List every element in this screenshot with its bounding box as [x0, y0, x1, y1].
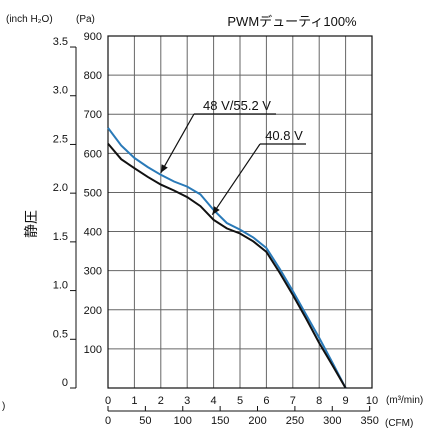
x-tick-m3min: 4 — [211, 395, 217, 407]
y-tick-pa: 400 — [84, 227, 102, 239]
callout-arrowhead-0 — [160, 164, 168, 173]
x-axis-m3-unit: (m³/min) — [386, 395, 423, 406]
x-axis-cfm-unit: (CFM) — [385, 418, 413, 429]
chart-title: PWMデューティ100% — [227, 14, 357, 29]
inch-axis — [70, 46, 77, 389]
y-axis-pa-unit: (Pa) — [76, 14, 95, 25]
y-tick-inch: 3.0 — [53, 85, 68, 97]
y-tick-inch: 1.0 — [53, 280, 68, 292]
x-tick-cfm: 50 — [139, 415, 151, 427]
x-tick-cfm: 150 — [211, 415, 229, 427]
series-line-0 — [107, 127, 347, 389]
x-tick-m3min: 6 — [263, 395, 269, 407]
y-tick-inch: 0 — [62, 377, 68, 389]
x-tick-m3min: 1 — [131, 395, 137, 407]
plot-frame — [107, 35, 373, 389]
y-tick-pa: 200 — [84, 305, 102, 317]
series-label-0: 48 V/55.2 V — [203, 98, 271, 113]
series-label-1: 40.8 V — [265, 128, 303, 143]
y-tick-pa: 800 — [84, 70, 102, 82]
callout-leader-0 — [160, 113, 195, 174]
x-tick-m3min: 5 — [237, 395, 243, 407]
x-tick-cfm: 300 — [323, 415, 341, 427]
x-tick-cfm: 100 — [174, 415, 192, 427]
y-tick-pa: 100 — [84, 344, 102, 356]
x-tick-m3min: 0 — [105, 395, 111, 407]
y-tick-inch: 0.5 — [53, 328, 68, 340]
tick-labels: 10020030040050060070080090000.51.01.52.0… — [53, 31, 379, 427]
x-tick-cfm: 200 — [248, 415, 266, 427]
y-axis-label: 静圧 — [23, 210, 39, 238]
y-tick-pa: 900 — [84, 31, 102, 43]
y-tick-pa: 700 — [84, 109, 102, 121]
callout-arrowhead-1 — [212, 206, 220, 215]
series-lines — [107, 127, 347, 389]
x-tick-m3min: 3 — [184, 395, 190, 407]
y-tick-inch: 2.0 — [53, 182, 68, 194]
y-tick-pa: 600 — [84, 148, 102, 160]
x-tick-m3min: 9 — [343, 395, 349, 407]
x-tick-m3min: 8 — [316, 395, 322, 407]
grid — [108, 36, 372, 388]
x-tick-cfm: 350 — [360, 415, 378, 427]
x-tick-m3min: 7 — [290, 395, 296, 407]
series-line-1 — [107, 142, 347, 389]
stray-paren: ) — [2, 401, 5, 412]
y-tick-inch: 1.5 — [53, 231, 68, 243]
series-callouts: 48 V/55.2 V 40.8 V — [160, 98, 306, 216]
x-tick-m3min: 2 — [158, 395, 164, 407]
x-tick-cfm: 0 — [105, 415, 111, 427]
x-tick-m3min: 10 — [366, 395, 378, 407]
y-tick-inch: 3.5 — [53, 36, 68, 48]
y-tick-inch: 2.5 — [53, 133, 68, 145]
y-axis-inch-unit: (inch H₂O) — [6, 14, 53, 25]
callout-leader-1 — [211, 143, 261, 216]
y-tick-pa: 300 — [84, 266, 102, 278]
y-tick-pa: 500 — [84, 187, 102, 199]
x-tick-cfm: 250 — [286, 415, 304, 427]
